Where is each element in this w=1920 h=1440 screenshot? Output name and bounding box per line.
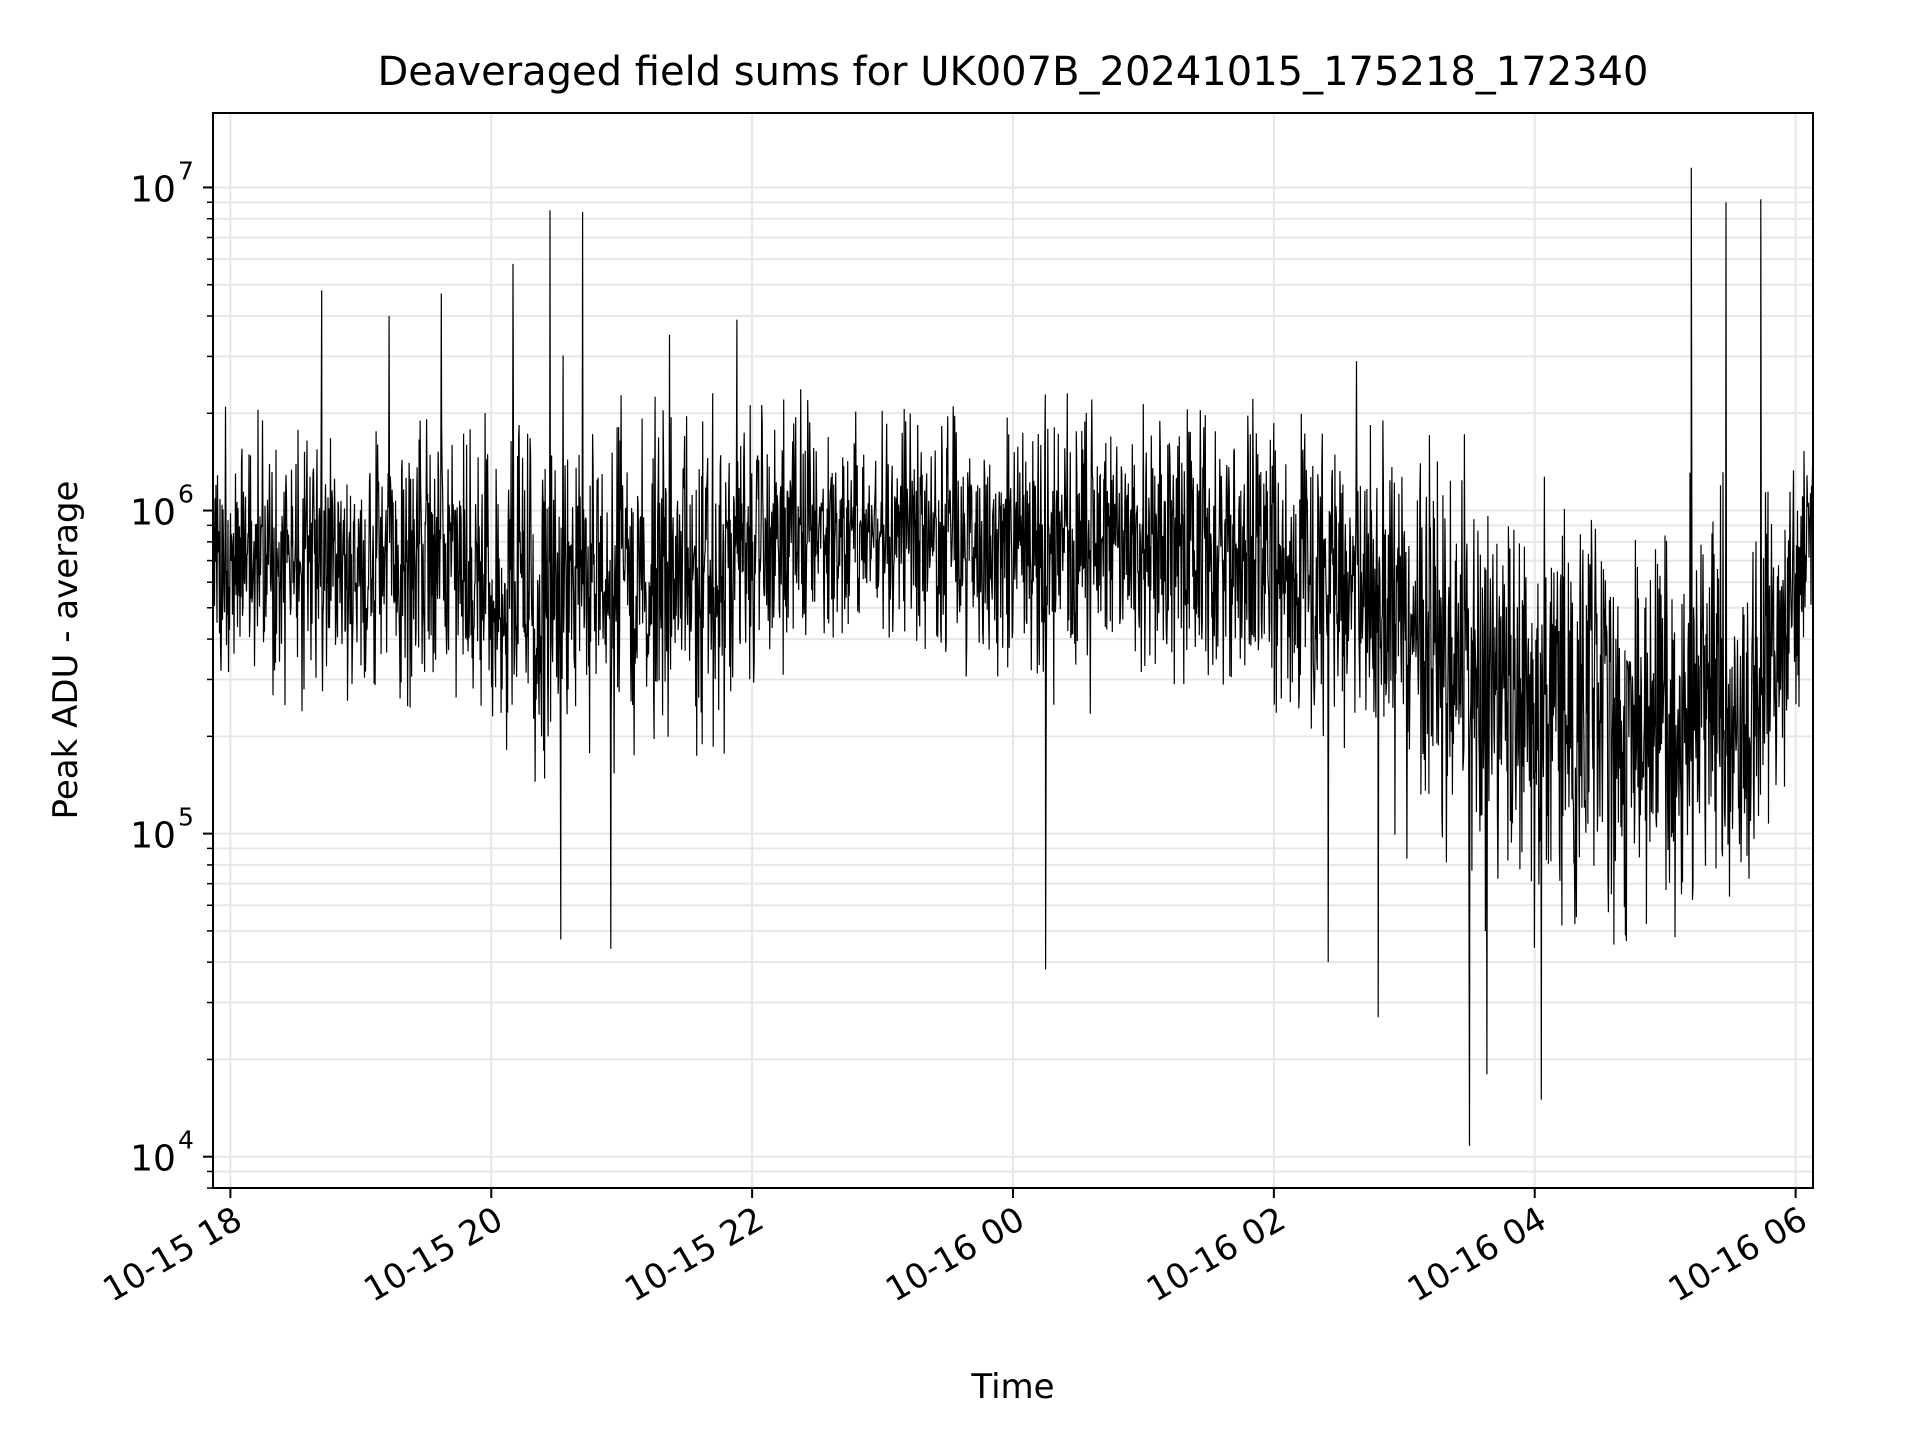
y-tick-label: 10 [130, 169, 176, 210]
series-line [212, 167, 1814, 1146]
y-tick-label: 10 [130, 493, 176, 534]
y-tick-label: 10 [130, 1139, 176, 1180]
chart-title: Deaveraged field sums for UK007B_2024101… [378, 49, 1649, 95]
y-axis-label: Peak ADU - average [46, 481, 86, 820]
y-tick-exponent: 4 [178, 1126, 194, 1155]
series-path [212, 167, 1814, 1146]
y-tick-exponent: 7 [178, 156, 194, 185]
y-tick-label: 10 [130, 816, 176, 857]
y-tick-exponent: 5 [178, 803, 194, 832]
y-tick-exponent: 6 [178, 480, 194, 509]
x-axis-label: Time [970, 1367, 1054, 1407]
